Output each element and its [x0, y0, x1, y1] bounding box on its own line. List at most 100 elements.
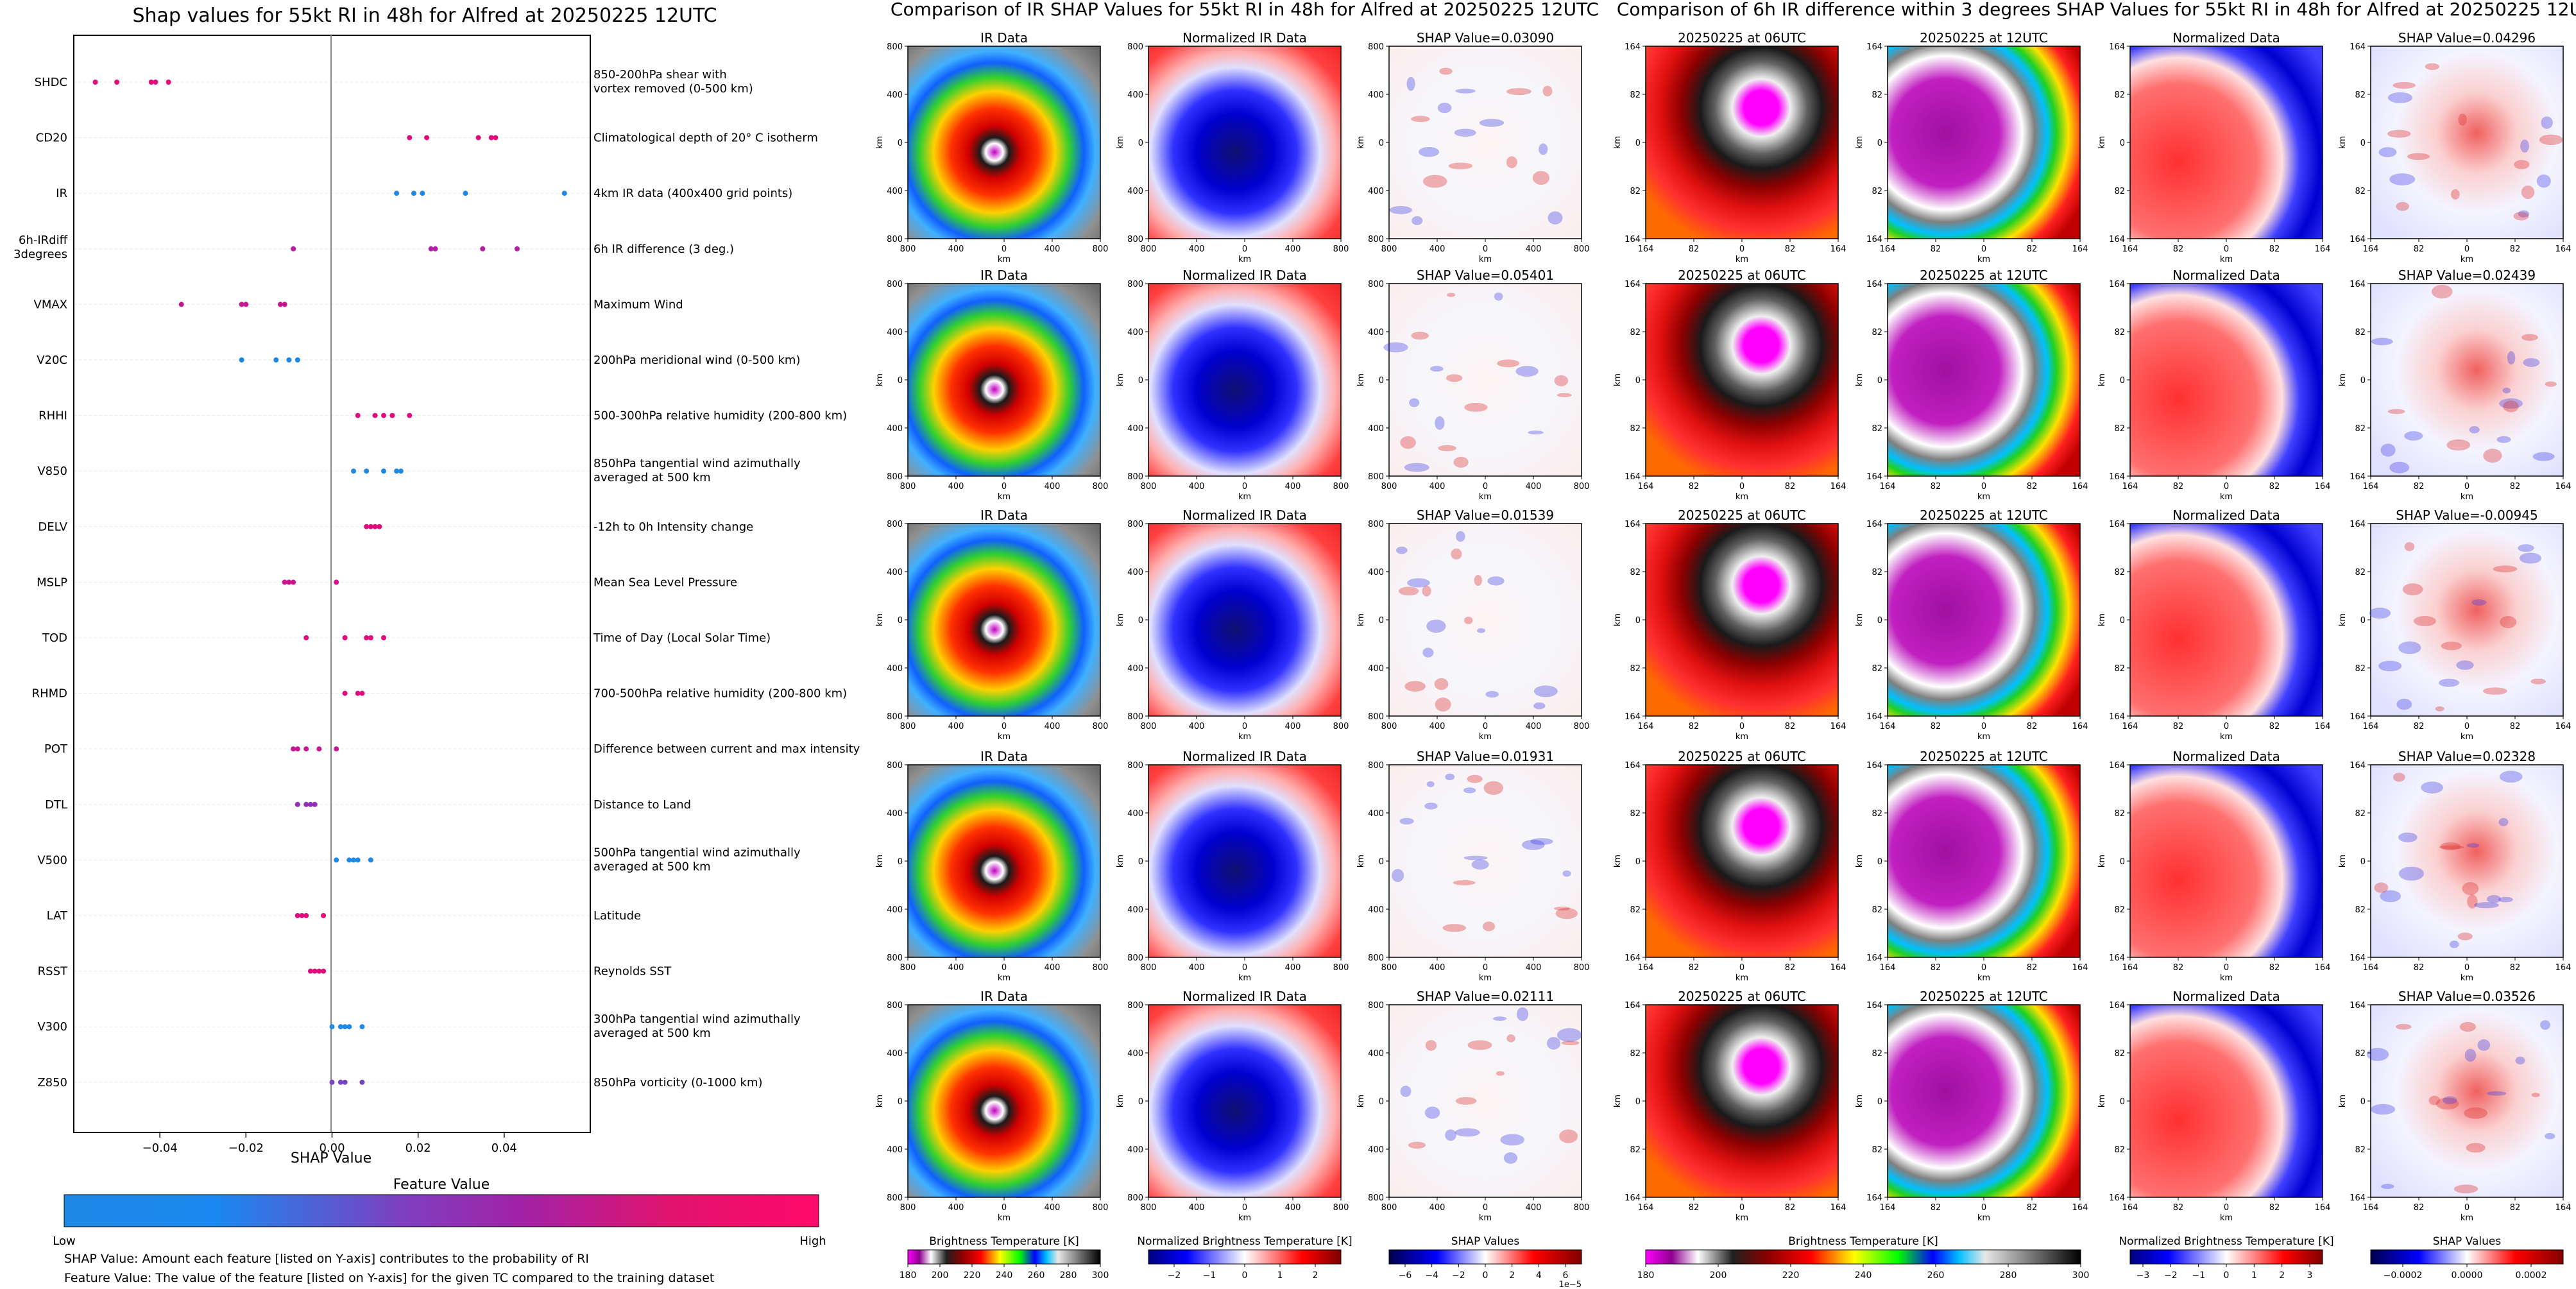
- subplot-title: 20250225 at 12UTC: [1920, 508, 2048, 523]
- left-panel-title: Shap values for 55kt RI in 48h for Alfre…: [132, 4, 717, 27]
- tick-label: 0: [1981, 722, 1986, 731]
- shap-blob: [1453, 880, 1476, 885]
- axis-label: km: [2220, 492, 2233, 502]
- tick-label: 400: [1127, 905, 1143, 915]
- tick-label: 800: [1574, 482, 1590, 491]
- shap-blob: [1456, 531, 1465, 542]
- tick-label: 0: [2464, 244, 2469, 254]
- axis-label: km: [1613, 1095, 1623, 1107]
- feature-description: 850-200hPa shear with: [593, 68, 727, 81]
- shap-blob: [2369, 608, 2391, 619]
- shap-point: [294, 357, 300, 363]
- note-shap-value: SHAP Value: Amount each feature [listed …: [64, 1252, 589, 1266]
- tick-label: 164: [2350, 761, 2366, 771]
- feature-label: LAT: [47, 909, 68, 923]
- shap-blob: [1455, 1097, 1477, 1105]
- tick-label: 82: [1630, 568, 1641, 577]
- feature-description: 300hPa tangential wind azimuthally: [593, 1012, 801, 1026]
- shap-blob: [1383, 342, 1408, 353]
- shap-point: [291, 746, 296, 752]
- tick-label: 164: [1830, 722, 1847, 731]
- shap-blob: [2396, 1023, 2412, 1030]
- shap-blob: [1406, 76, 1415, 91]
- tick-label: 82: [2414, 244, 2425, 254]
- tick-label: 0: [2464, 482, 2469, 491]
- shap-point: [273, 357, 279, 363]
- shap-blob: [2396, 698, 2412, 710]
- shap-point: [294, 746, 300, 752]
- colorbar-tick-label: −2: [1452, 1270, 1465, 1281]
- feature-label: SHDC: [35, 76, 67, 89]
- tick-label: 82: [1689, 963, 1700, 973]
- shap-blob: [1434, 678, 1449, 690]
- shap-blob: [2518, 210, 2530, 218]
- tick-label: 800: [887, 520, 903, 529]
- shap-blob: [1419, 147, 1440, 157]
- feature-label: 6h-IRdiff: [19, 234, 68, 247]
- feature-label: IR: [56, 187, 67, 200]
- tick-label: 0: [1877, 857, 1882, 867]
- tick-label: 82: [2114, 568, 2125, 577]
- tick-label: 400: [1429, 482, 1446, 491]
- tick-label: 82: [1630, 809, 1641, 819]
- tick-label: 800: [1574, 963, 1590, 973]
- tick-label: 164: [1638, 963, 1654, 973]
- axis-label: km: [875, 613, 885, 626]
- shap-blob: [1492, 1016, 1507, 1021]
- axis-label: km: [1238, 732, 1251, 742]
- tick-label: 0: [2120, 376, 2125, 386]
- shap-point: [368, 857, 373, 863]
- shap-point: [153, 80, 158, 85]
- heatmap-image: [907, 1004, 1101, 1198]
- shap-point: [346, 1024, 352, 1030]
- tick-label: 82: [2269, 482, 2280, 491]
- colorbar-tick-label: −6: [1399, 1270, 1412, 1281]
- tick-label: 0: [1635, 139, 1641, 148]
- subplot-title: SHAP Value=0.02439: [2398, 268, 2536, 283]
- shap-blob: [2449, 941, 2459, 948]
- shap-blob: [2500, 616, 2517, 629]
- axis-label: km: [1855, 373, 1864, 386]
- right-panel-title: Comparison of 6h IR difference within 3 …: [1617, 0, 2576, 20]
- shap-blob: [2519, 552, 2542, 564]
- tick-label: 400: [1127, 568, 1143, 577]
- shap-blob: [1539, 143, 1548, 155]
- shap-blob: [1482, 921, 1496, 932]
- shap-blob: [1464, 402, 1488, 412]
- tick-label: 800: [1368, 1193, 1384, 1203]
- tick-label: 400: [1368, 90, 1384, 100]
- colorbar-tick-label: 0: [2224, 1270, 2230, 1281]
- axis-label: km: [1479, 732, 1492, 742]
- feature-label: RHMD: [32, 687, 67, 701]
- shap-point: [342, 690, 348, 696]
- shap-blob: [2486, 1091, 2507, 1096]
- tick-label: 164: [1625, 472, 1641, 482]
- shap-blob: [1411, 332, 1429, 340]
- tick-label: 82: [1872, 187, 1882, 196]
- shap-point: [92, 80, 98, 85]
- shap-blob: [1483, 781, 1503, 795]
- tick-label: 400: [1189, 244, 1205, 254]
- tick-label: 82: [2269, 722, 2280, 731]
- shap-blob: [2389, 173, 2416, 185]
- heatmap-image: [1887, 283, 2081, 477]
- shap-blob: [1533, 685, 1558, 697]
- shap-blob: [2521, 185, 2535, 200]
- shap-blob: [1400, 436, 1416, 449]
- axis-label: km: [1613, 373, 1623, 386]
- axis-label: km: [1479, 255, 1492, 264]
- axis-label: km: [1479, 492, 1492, 502]
- shap-point: [359, 1079, 365, 1085]
- axis-label: km: [1736, 492, 1748, 502]
- shap-blob: [2536, 174, 2551, 188]
- heatmap-image: [2129, 523, 2323, 717]
- shap-blob: [1408, 1141, 1426, 1149]
